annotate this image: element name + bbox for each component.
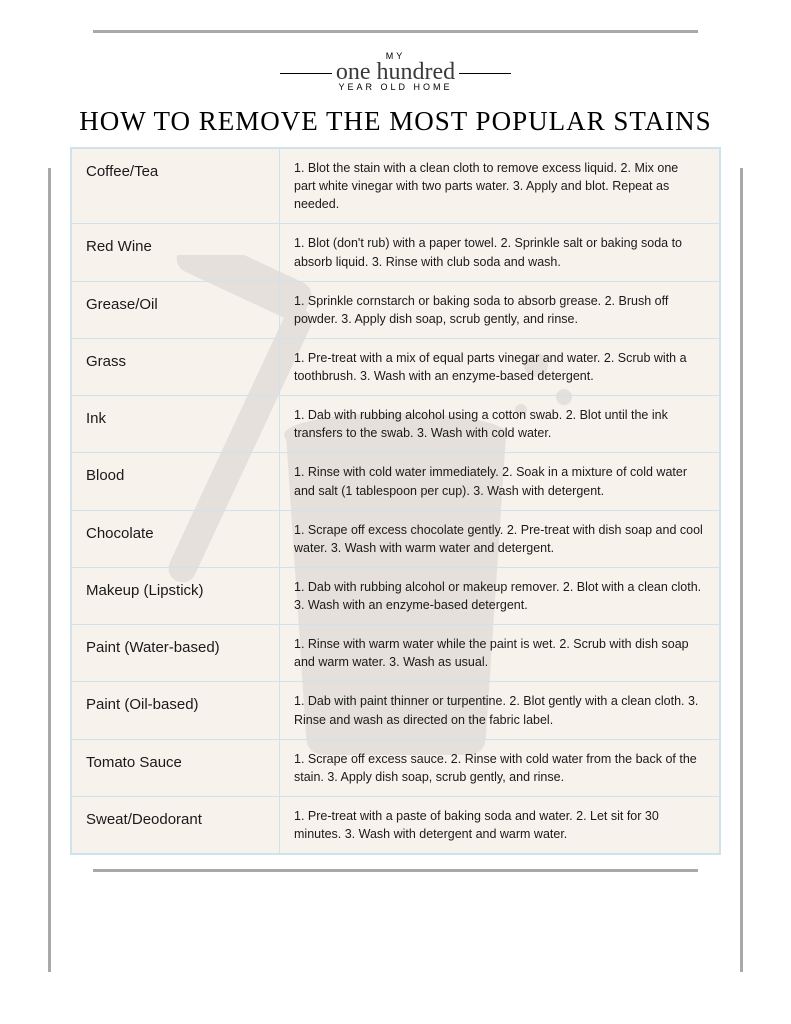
page-title: HOW TO REMOVE THE MOST POPULAR STAINS — [48, 106, 743, 137]
stain-name-cell: Makeup (Lipstick) — [72, 567, 280, 624]
stain-name-cell: Paint (Water-based) — [72, 625, 280, 682]
stain-instructions-cell: 1. Pre-treat with a paste of baking soda… — [280, 796, 720, 853]
stain-instructions-cell: 1. Blot (don't rub) with a paper towel. … — [280, 224, 720, 281]
stain-instructions-cell: 1. Blot the stain with a clean cloth to … — [280, 149, 720, 224]
bottom-rule — [93, 869, 698, 872]
stain-instructions-cell: 1. Dab with rubbing alcohol or makeup re… — [280, 567, 720, 624]
side-rule-left — [48, 168, 51, 972]
stain-name-cell: Tomato Sauce — [72, 739, 280, 796]
stain-name-cell: Ink — [72, 396, 280, 453]
stain-table: Coffee/Tea1. Blot the stain with a clean… — [71, 148, 720, 854]
stain-instructions-cell: 1. Scrape off excess chocolate gently. 2… — [280, 510, 720, 567]
logo-script-text: one hundred — [48, 60, 743, 84]
table-row: Grease/Oil1. Sprinkle cornstarch or baki… — [72, 281, 720, 338]
stain-name-cell: Sweat/Deodorant — [72, 796, 280, 853]
stain-name-cell: Red Wine — [72, 224, 280, 281]
stain-name-cell: Paint (Oil-based) — [72, 682, 280, 739]
table-row: Chocolate1. Scrape off excess chocolate … — [72, 510, 720, 567]
logo: MY one hundred YEAR OLD HOME — [48, 51, 743, 92]
top-rule — [93, 30, 698, 33]
table-row: Coffee/Tea1. Blot the stain with a clean… — [72, 149, 720, 224]
stain-name-cell: Blood — [72, 453, 280, 510]
stain-instructions-cell: 1. Rinse with cold water immediately. 2.… — [280, 453, 720, 510]
stain-name-cell: Grease/Oil — [72, 281, 280, 338]
stain-name-cell: Coffee/Tea — [72, 149, 280, 224]
table-row: Sweat/Deodorant1. Pre-treat with a paste… — [72, 796, 720, 853]
stain-instructions-cell: 1. Dab with rubbing alcohol using a cott… — [280, 396, 720, 453]
stain-instructions-cell: 1. Scrape off excess sauce. 2. Rinse wit… — [280, 739, 720, 796]
page: MY one hundred YEAR OLD HOME HOW TO REMO… — [0, 0, 791, 1024]
table-row: Ink1. Dab with rubbing alcohol using a c… — [72, 396, 720, 453]
stain-instructions-cell: 1. Sprinkle cornstarch or baking soda to… — [280, 281, 720, 338]
table-row: Paint (Water-based)1. Rinse with warm wa… — [72, 625, 720, 682]
stain-instructions-cell: 1. Dab with paint thinner or turpentine.… — [280, 682, 720, 739]
stain-table-container: Coffee/Tea1. Blot the stain with a clean… — [70, 147, 721, 855]
table-row: Tomato Sauce1. Scrape off excess sauce. … — [72, 739, 720, 796]
table-row: Grass1. Pre-treat with a mix of equal pa… — [72, 338, 720, 395]
table-row: Blood1. Rinse with cold water immediatel… — [72, 453, 720, 510]
stain-name-cell: Chocolate — [72, 510, 280, 567]
stain-instructions-cell: 1. Rinse with warm water while the paint… — [280, 625, 720, 682]
stain-instructions-cell: 1. Pre-treat with a mix of equal parts v… — [280, 338, 720, 395]
table-row: Red Wine1. Blot (don't rub) with a paper… — [72, 224, 720, 281]
stain-name-cell: Grass — [72, 338, 280, 395]
table-row: Makeup (Lipstick)1. Dab with rubbing alc… — [72, 567, 720, 624]
side-rule-right — [740, 168, 743, 972]
table-row: Paint (Oil-based)1. Dab with paint thinn… — [72, 682, 720, 739]
